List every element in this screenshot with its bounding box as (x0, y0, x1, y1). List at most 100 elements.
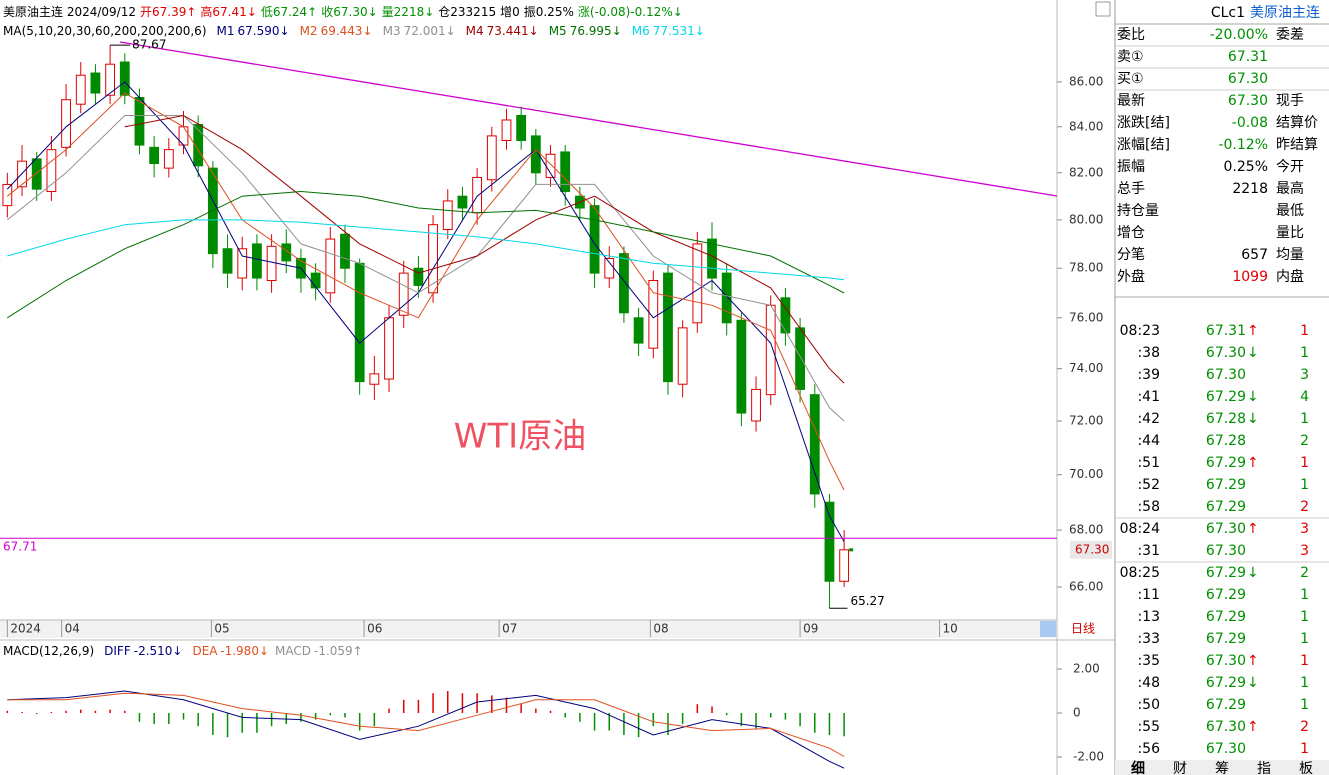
tick-time: :44 (1137, 433, 1160, 449)
scroll-button[interactable] (1040, 621, 1056, 637)
candle-body (163, 149, 174, 169)
candle-body (222, 248, 233, 274)
tick-arrow: ↓ (1247, 345, 1259, 361)
legend-value: -2.510↓ (134, 644, 183, 658)
legend-name: M4 (466, 24, 484, 38)
tick-volume: 3 (1300, 367, 1309, 383)
tick-volume: 2 (1300, 719, 1309, 735)
x-tick-label: 2024 (10, 622, 41, 636)
tick-price: 67.31 (1206, 323, 1246, 339)
price-line-label: 67.71 (3, 540, 37, 554)
candle-body (677, 327, 688, 385)
candle-body (31, 158, 42, 190)
candle-body (90, 72, 101, 94)
candle-body (2, 183, 13, 207)
tick-time: :11 (1137, 587, 1160, 603)
tick-time: :55 (1137, 719, 1160, 735)
legend-name: M6 (632, 24, 650, 38)
candle-body (839, 549, 850, 582)
legend-name: M5 (549, 24, 567, 38)
candle-body (751, 388, 761, 422)
low-label: 65.27 (850, 594, 884, 608)
tick-volume: 2 (1300, 433, 1309, 449)
candle-body (824, 501, 835, 582)
tick-time: :39 (1137, 367, 1160, 383)
candle-body (486, 135, 497, 181)
quote-value: 0.25% (1224, 159, 1268, 175)
tick-price: 67.29 (1206, 565, 1246, 581)
legend-value: 67.590↓ (238, 24, 290, 38)
macd-legend: MACD(12,26,9) DIFF -2.510↓ DEA -1.980↓ MACD -1… (3, 644, 363, 658)
candle-body (398, 272, 409, 316)
legend-value: 76.995↓ (570, 24, 622, 38)
high-label: 87.67 (132, 38, 166, 52)
tick-volume: 1 (1300, 631, 1309, 647)
header-item: 振0.25% (524, 5, 574, 19)
candle-body (721, 272, 732, 324)
legend-name: M2 (300, 24, 318, 38)
quote-label: 涨跌[结] (1117, 115, 1170, 131)
tick-time: 08:24 (1120, 521, 1160, 537)
quote-label: 卖① (1117, 49, 1144, 65)
quote-label: 持仓量 (1117, 203, 1159, 219)
tab[interactable]: 筹 (1215, 760, 1229, 775)
header-item: 涨(-0.08)-0.12%↓ (578, 4, 683, 19)
candle-body (119, 61, 130, 96)
tick-arrow: ↓ (1247, 389, 1259, 405)
quote-label2: 最高 (1276, 180, 1304, 197)
tab[interactable]: 指 (1257, 761, 1271, 775)
macd-line (7, 692, 845, 757)
candle-body (516, 114, 527, 141)
tick-time: :56 (1137, 741, 1160, 757)
tick-price: 67.30 (1206, 653, 1246, 669)
tick-price: 67.29 (1206, 587, 1246, 603)
candle-body (765, 304, 776, 396)
quote-value: 1099 (1232, 269, 1268, 285)
settings-button[interactable] (1095, 1, 1111, 17)
tab[interactable]: 财 (1173, 761, 1187, 775)
tick-time: :51 (1137, 455, 1160, 471)
legend-value: 77.531↓ (653, 24, 705, 38)
tick-arrow: ↑ (1247, 323, 1259, 339)
legend-name: M3 (383, 24, 401, 38)
y-tick-label: -2.00 (1073, 749, 1104, 763)
tick-arrow: ↑ (1247, 521, 1259, 537)
candle-body (281, 243, 292, 262)
tick-price: 67.29 (1206, 477, 1246, 493)
tick-price: 67.29 (1206, 697, 1246, 713)
x-tick-label: 05 (214, 622, 229, 636)
candle-body (105, 63, 116, 96)
legend-name: DIFF (104, 644, 131, 658)
candle-body (237, 248, 248, 279)
header-quote: 美原油主连 2024/09/12 开67.39↑ 高67.41↓ 低67.24↑ 收67… (3, 4, 683, 19)
quote-label2: 量比 (1276, 225, 1304, 241)
macd-title: MACD(12,26,9) (3, 644, 94, 658)
y-tick-label: 68.00 (1069, 523, 1103, 537)
tab[interactable]: 细 (1131, 760, 1145, 775)
y-tick-label: 78.00 (1069, 261, 1103, 275)
candle-body (736, 319, 747, 414)
quote-value: 2218 (1232, 181, 1268, 197)
candle-body (266, 245, 277, 281)
y-tick-label: 0 (1073, 706, 1081, 720)
candle-body (663, 272, 673, 383)
tick-volume: 1 (1300, 477, 1309, 493)
tick-arrow: ↑ (1247, 653, 1259, 669)
tab[interactable]: 板 (1299, 761, 1313, 775)
tick-volume: 3 (1300, 543, 1309, 559)
quote-value: 657 (1241, 247, 1268, 263)
tick-volume: 1 (1300, 609, 1309, 625)
tick-time: :13 (1137, 609, 1160, 625)
tick-volume: 1 (1300, 675, 1309, 691)
header-item: 仓233215 (438, 5, 496, 19)
quote-label: 总手 (1117, 181, 1145, 197)
tick-arrow: ↑ (1247, 455, 1259, 471)
candle-body (325, 238, 336, 294)
header-item: 低67.24↑ (261, 5, 317, 19)
legend-value: -1.980↓ (220, 644, 269, 658)
tick-price: 67.29 (1206, 609, 1246, 625)
header-item: 开67.39↑ (140, 5, 196, 19)
ma-line (6, 81, 845, 542)
tick-price: 67.29 (1206, 499, 1246, 515)
